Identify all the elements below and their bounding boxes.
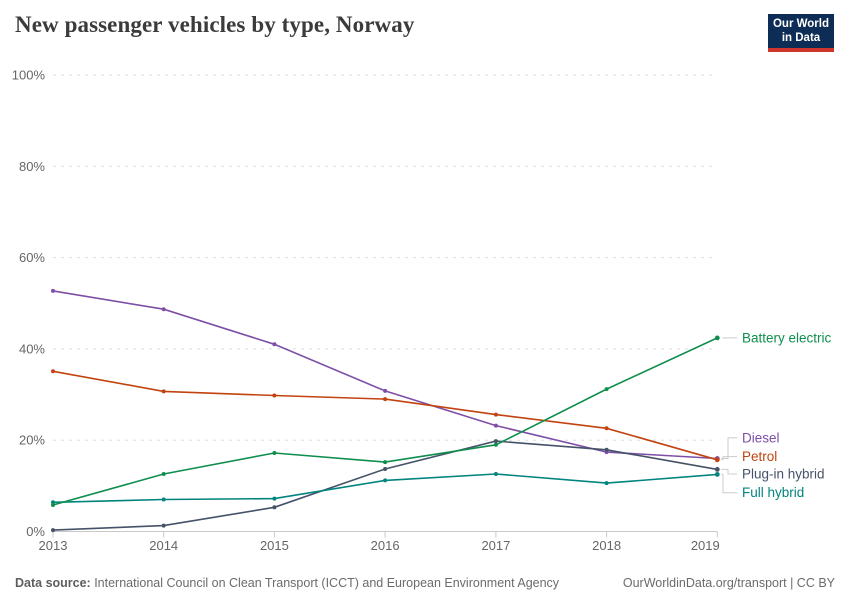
data-point-petrol-2018[interactable] (604, 426, 609, 431)
data-source-note: Data source: International Council on Cl… (15, 576, 559, 590)
series-end-label-petrol[interactable]: Petrol (742, 449, 777, 464)
data-point-battery-electric-2014[interactable] (161, 472, 166, 476)
data-point-diesel-2014[interactable] (161, 307, 166, 312)
series-line-diesel[interactable] (52, 290, 718, 460)
data-point-full-hybrid-2017[interactable] (493, 472, 498, 476)
label-connector-full-hybrid (721, 473, 737, 494)
data-point-full-hybrid-2014[interactable] (161, 497, 166, 502)
data-point-plug-in-hybrid-2018[interactable] (604, 447, 609, 452)
data-point-plug-in-hybrid-2016[interactable] (383, 467, 388, 471)
chart-footer: Data source: International Council on Cl… (15, 576, 835, 590)
data-point-battery-electric-2018[interactable] (604, 387, 609, 392)
y-tick-label-20: 20% (19, 433, 45, 448)
data-point-petrol-2019[interactable] (714, 457, 720, 463)
x-tick-label-2014: 2014 (149, 538, 178, 553)
data-point-full-hybrid-2019[interactable] (714, 472, 720, 477)
data-point-full-hybrid-2016[interactable] (383, 478, 388, 483)
data-point-diesel-2016[interactable] (383, 388, 388, 393)
x-tick-label-2013: 2013 (39, 538, 68, 553)
data-point-battery-electric-2019[interactable] (714, 335, 720, 341)
data-point-petrol-2015[interactable] (272, 393, 277, 398)
data-point-diesel-2015[interactable] (272, 342, 277, 347)
x-tick-label-2019: 2019 (691, 538, 720, 553)
chart-svg: 0% 20% 40% 60% 80% 100% 2013 2014 2015 2016 2017 20… (12, 68, 832, 554)
data-source-label: Data source: (15, 576, 91, 590)
data-point-petrol-2016[interactable] (383, 397, 388, 402)
data-point-petrol-2017[interactable] (493, 412, 498, 417)
data-point-petrol-2014[interactable] (161, 389, 166, 394)
x-tick-label-2018: 2018 (592, 538, 621, 553)
series-end-label-battery-electric[interactable]: Battery electric (742, 330, 832, 345)
data-point-battery-electric-2015[interactable] (272, 451, 277, 455)
series-line-full-hybrid[interactable] (52, 473, 718, 504)
y-tick-label-0: 0% (26, 524, 45, 539)
owid-logo-line1: Our World (772, 18, 829, 30)
data-point-full-hybrid-2018[interactable] (604, 481, 609, 486)
series-end-label-full-hybrid[interactable]: Full hybrid (742, 485, 804, 500)
data-point-battery-electric-2017[interactable] (493, 442, 498, 447)
page-title: New passenger vehicles by type, Norway (15, 12, 415, 37)
owid-logo[interactable]: Our World in Data (768, 14, 834, 52)
owid-credit-link[interactable]: OurWorldinData.org/transport | CC BY (622, 576, 835, 590)
label-connector-plug-in-hybrid (721, 468, 737, 475)
data-point-petrol-2013[interactable] (51, 369, 55, 374)
data-point-plug-in-hybrid-2015[interactable] (272, 505, 277, 510)
data-point-diesel-2013[interactable] (51, 288, 55, 293)
y-tick-label-100: 100% (12, 68, 46, 83)
data-point-plug-in-hybrid-2019[interactable] (714, 467, 720, 472)
label-connector-petrol (721, 456, 737, 461)
x-tick-label-2016: 2016 (371, 538, 400, 553)
series-end-label-plug-in-hybrid[interactable]: Plug-in hybrid (742, 467, 825, 482)
y-tick-label-60: 60% (19, 250, 45, 265)
line-chart-canvas: 0% 20% 40% 60% 80% 100% 2013 2014 2015 2016 2017 20… (12, 68, 832, 554)
series-line-plug-in-hybrid[interactable] (52, 440, 718, 531)
owid-logo-line2: in Data (781, 31, 821, 44)
x-tick-label-2017: 2017 (481, 538, 510, 553)
data-point-full-hybrid-2015[interactable] (272, 496, 277, 501)
series-end-label-diesel[interactable]: Diesel (742, 430, 780, 445)
y-tick-label-80: 80% (19, 159, 45, 174)
y-tick-label-40: 40% (19, 341, 45, 356)
data-point-plug-in-hybrid-2017[interactable] (493, 439, 498, 444)
data-source-text: International Council on Clean Transport… (90, 576, 560, 590)
data-point-plug-in-hybrid-2013[interactable] (51, 528, 55, 533)
x-tick-label-2015: 2015 (260, 538, 289, 553)
data-point-battery-electric-2016[interactable] (383, 460, 388, 465)
data-point-battery-electric-2013[interactable] (51, 503, 55, 507)
data-point-plug-in-hybrid-2014[interactable] (161, 523, 166, 528)
data-point-diesel-2017[interactable] (493, 423, 498, 428)
label-connector-diesel (721, 437, 737, 459)
